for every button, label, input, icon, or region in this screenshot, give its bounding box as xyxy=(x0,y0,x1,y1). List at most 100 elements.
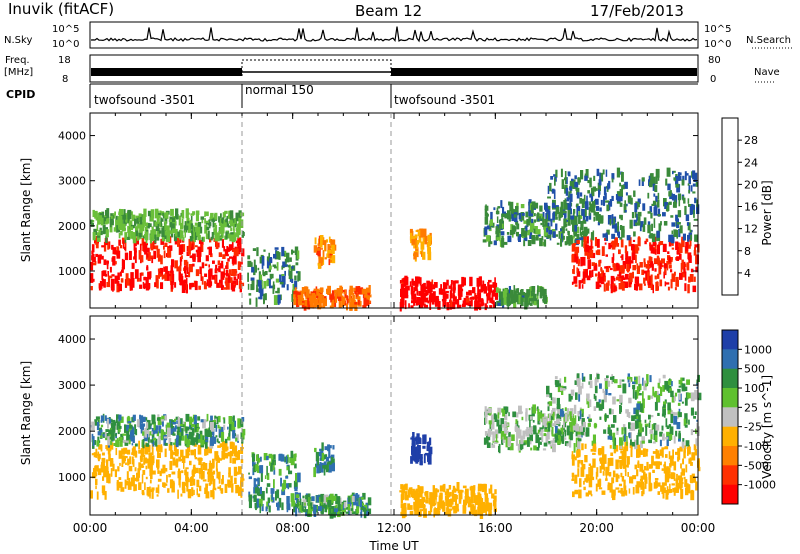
scatter-cell xyxy=(425,286,429,290)
scatter-cell xyxy=(490,211,493,222)
scatter-cell xyxy=(127,421,132,424)
scatter-cell xyxy=(655,461,658,469)
scatter-cell xyxy=(166,232,170,243)
scatter-cell xyxy=(248,476,252,480)
scatter-cell xyxy=(454,487,456,491)
scatter-cell xyxy=(577,411,579,417)
scatter-cell xyxy=(417,437,421,441)
scatter-cell xyxy=(419,277,422,286)
scatter-cell xyxy=(486,502,490,512)
scatter-cell xyxy=(158,212,162,216)
scatter-cell xyxy=(251,280,255,290)
scatter-cell xyxy=(657,257,660,266)
scatter-cell xyxy=(415,250,418,254)
scatter-cell xyxy=(525,225,528,233)
scatter-cell xyxy=(212,458,215,468)
scatter-cell xyxy=(214,276,217,284)
scatter-cell xyxy=(400,484,404,490)
scatter-cell xyxy=(493,240,497,246)
scatter-cell xyxy=(533,294,537,303)
scatter-cell xyxy=(579,192,583,197)
scatter-cell xyxy=(610,284,612,289)
scatter-cell xyxy=(599,172,604,182)
scatter-cell xyxy=(166,231,168,242)
scatter-cell xyxy=(430,499,433,509)
scatter-cell xyxy=(288,271,293,280)
scatter-cell xyxy=(581,373,584,380)
scatter-cell xyxy=(258,285,262,293)
scatter-cell xyxy=(429,301,432,310)
scatter-cell xyxy=(95,416,100,420)
scatter-cell xyxy=(124,232,128,240)
scatter-cell xyxy=(649,206,653,213)
scatter-cell xyxy=(513,301,517,308)
scatter-cell xyxy=(546,227,549,233)
scatter-cell xyxy=(424,452,428,456)
scatter-cell xyxy=(152,240,155,250)
scatter-cell xyxy=(661,482,665,491)
scatter-cell xyxy=(161,274,166,279)
scatter-cell xyxy=(175,437,179,448)
scatter-cell xyxy=(247,272,249,282)
scatter-cell xyxy=(678,243,683,253)
scatter-cell xyxy=(550,440,554,444)
scatter-cell xyxy=(93,467,96,476)
scatter-cell xyxy=(563,218,567,227)
scatter-cell xyxy=(650,249,655,254)
scatter-cell xyxy=(129,481,131,489)
scatter-cell xyxy=(194,457,198,460)
scatter-cell xyxy=(210,478,213,485)
scatter-cell xyxy=(581,284,584,289)
scatter-cell xyxy=(92,254,95,262)
scatter-cell xyxy=(586,195,588,205)
scatter-cell xyxy=(469,302,471,305)
scatter-cell xyxy=(546,394,550,398)
scatter-cell xyxy=(120,420,123,423)
scatter-cell xyxy=(576,267,578,273)
scatter-cell xyxy=(610,241,614,245)
scatter-cell xyxy=(207,476,210,482)
scatter-cell xyxy=(452,287,456,291)
scatter-cell xyxy=(521,416,524,421)
scatter-cell xyxy=(399,490,403,493)
scatter-cell xyxy=(180,276,183,286)
scatter-cell xyxy=(544,429,549,432)
scatter-cell xyxy=(645,238,649,242)
scatter-cell xyxy=(135,230,139,237)
scatter-cell xyxy=(227,426,229,430)
scatter-cell xyxy=(621,172,624,182)
scatter-cell xyxy=(198,457,203,461)
scatter-cell xyxy=(531,235,536,244)
scatter-cell xyxy=(665,418,668,428)
scatter-cell xyxy=(644,483,647,489)
scatter-cell xyxy=(223,246,226,252)
scatter-cell xyxy=(220,431,225,442)
scatter-cell xyxy=(91,433,94,443)
scatter-cell xyxy=(620,402,623,405)
scatter-cell xyxy=(655,168,660,178)
scatter-cell xyxy=(200,435,205,446)
scatter-cell xyxy=(273,479,275,488)
scatter-cell xyxy=(234,457,238,461)
scatter-cell xyxy=(320,287,323,294)
scatter-cell xyxy=(668,238,672,247)
scatter-cell xyxy=(536,299,539,304)
scatter-cell xyxy=(293,453,297,462)
scatter-cell xyxy=(176,430,180,439)
scatter-cell xyxy=(282,276,286,285)
scatter-cell xyxy=(146,265,149,268)
scatter-cell xyxy=(225,279,230,290)
scatter-cell xyxy=(665,454,668,458)
scatter-cell xyxy=(438,288,443,295)
scatter-cell xyxy=(579,237,584,241)
scatter-cell xyxy=(577,426,581,437)
scatter-cell xyxy=(547,404,550,407)
scatter-cell xyxy=(230,227,233,232)
scatter-cell xyxy=(582,271,586,281)
scatter-cell xyxy=(324,465,329,470)
scatter-cell xyxy=(160,419,164,422)
scatter-cell xyxy=(576,271,581,277)
scatter-cell xyxy=(576,208,579,217)
scatter-cell xyxy=(134,269,139,279)
scatter-cell xyxy=(596,238,600,248)
